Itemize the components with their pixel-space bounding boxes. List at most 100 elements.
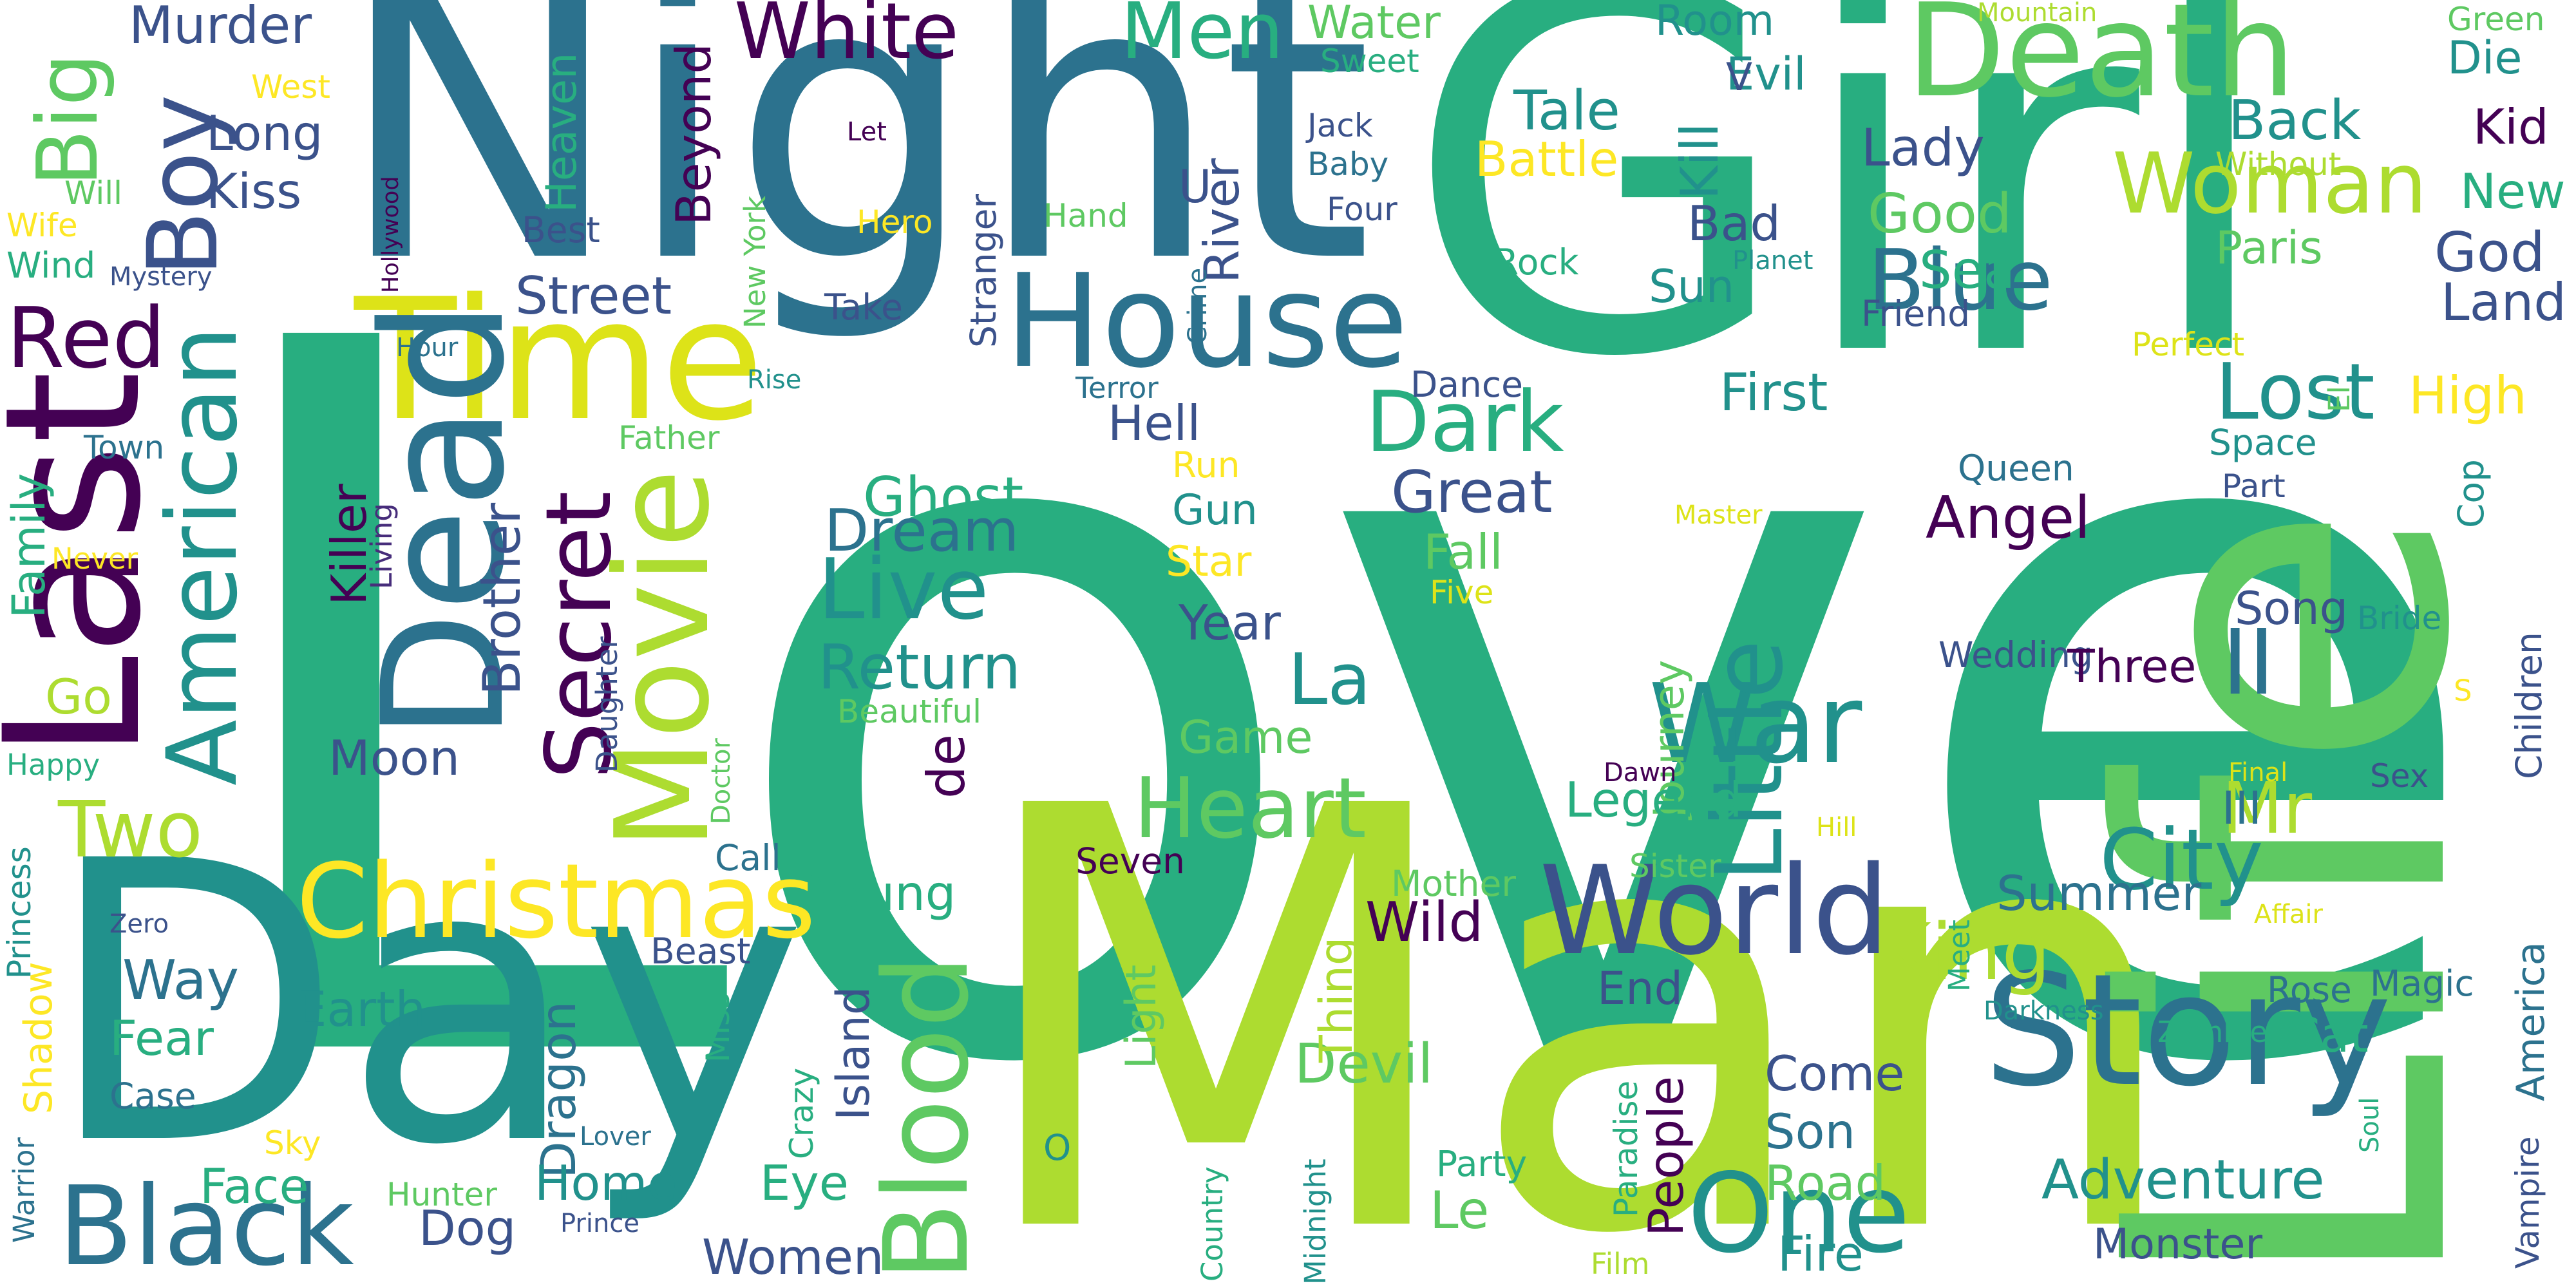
word-water: Water <box>1307 0 1441 49</box>
word-planet: Planet <box>1732 246 1814 276</box>
word-return: Return <box>818 632 1021 703</box>
word-mystery: Mystery <box>109 262 213 292</box>
word-christmas: Christmas <box>296 841 816 961</box>
word-city: City <box>2099 811 2264 909</box>
word-let: Let <box>847 117 887 147</box>
word-lady: Lady <box>1861 118 1985 178</box>
word-mr: Mr <box>2222 767 2313 849</box>
word-tale: Tale <box>1513 79 1620 143</box>
word-sweet: Sweet <box>1320 43 1419 80</box>
word-new-right: New <box>2460 163 2566 220</box>
word-master: Master <box>1674 500 1763 530</box>
word-devil: Devil <box>1294 1032 1434 1096</box>
word-fear: Fear <box>109 1010 214 1066</box>
word-good: Good <box>1868 182 2012 246</box>
word-seven: Seven <box>1075 840 1185 882</box>
word-run: Run <box>1172 444 1240 486</box>
word-home: Home <box>535 1155 677 1211</box>
word-warrior: Warrior <box>7 1137 41 1243</box>
word-time: Time <box>354 263 764 458</box>
word-dawn: Dawn <box>1604 758 1677 788</box>
word-crime: Crime <box>1183 267 1213 345</box>
word-back: Back <box>2228 89 2362 153</box>
word-night: Night <box>335 0 1373 347</box>
word-earth: Earth <box>296 981 426 1037</box>
word-lover: Lover <box>580 1122 651 1151</box>
word-happy: Happy <box>6 748 100 782</box>
word-dream: Dream <box>824 497 1019 565</box>
word-island: Island <box>827 986 880 1121</box>
word-hour: Hour <box>396 333 459 363</box>
word-evil: Evil <box>1726 48 1806 100</box>
word-star: Star <box>1166 538 1252 586</box>
word-darkness: Darkness <box>1984 996 2104 1026</box>
word-big: Big <box>19 53 117 187</box>
word-bad: Bad <box>1687 195 1781 252</box>
word-hill: Hill <box>1816 813 1857 842</box>
word-part: Part <box>2222 468 2286 505</box>
word-america: America <box>2508 942 2553 1102</box>
word-people: People <box>1638 1075 1694 1236</box>
word-five: Five <box>1430 574 1494 611</box>
word-case: Case <box>109 1075 196 1117</box>
word-rock: Rock <box>1494 242 1579 283</box>
word-rise: Rise <box>747 365 802 395</box>
word-magic: Magic <box>2370 963 2474 1004</box>
word-year: Year <box>1179 594 1281 651</box>
word-live: Live <box>818 540 989 638</box>
word-princess: Princess <box>1 846 38 979</box>
word-without: Without <box>2215 146 2342 183</box>
word-love: Love <box>187 138 2496 1278</box>
word-s: S <box>2454 674 2472 708</box>
word-white: White <box>734 0 959 77</box>
word-hero: Hero <box>857 204 933 241</box>
word-woman: Woman <box>2112 135 2428 232</box>
word-legend: Legend <box>1565 772 1743 828</box>
word-perfect: Perfect <box>2132 326 2245 363</box>
word-space: Space <box>2209 422 2317 463</box>
word-day: Day <box>45 779 808 1229</box>
word-u: U <box>1179 160 1212 213</box>
word-fall: Fall <box>1423 524 1503 580</box>
word-bride: Bride <box>2357 600 2442 637</box>
word-light: Light <box>1117 964 1166 1069</box>
word-high: High <box>2409 366 2527 426</box>
word-god: God <box>2434 221 2545 285</box>
word-paris: Paris <box>2215 222 2323 274</box>
word-women: Women <box>702 1229 884 1285</box>
word-song: Song <box>2235 582 2349 635</box>
word-death: Death <box>1906 0 2296 126</box>
word-paradise: Paradise <box>1607 1080 1645 1217</box>
word-fire: Fire <box>1777 1226 1864 1282</box>
word-green: Green <box>2447 1 2545 38</box>
word-red: Red <box>6 289 166 387</box>
word-beast: Beast <box>650 931 751 972</box>
word-man: Man <box>966 687 2189 1288</box>
word-jack: Jack <box>1307 107 1373 144</box>
word-beautiful: Beautiful <box>837 693 982 730</box>
word-lost: Lost <box>2215 348 2375 437</box>
word-hand: Hand <box>1043 197 1128 234</box>
word-dance: Dance <box>1410 364 1523 405</box>
word-first: First <box>1719 363 1828 422</box>
word-young: Young <box>811 865 956 922</box>
word-sea: Sea <box>1919 240 2016 300</box>
word-hunter: Hunter <box>386 1176 497 1213</box>
word-children: Children <box>2508 632 2550 779</box>
word-three: Three <box>2067 640 2197 693</box>
word-la: La <box>1288 638 1371 721</box>
word-blood: Blood <box>860 954 994 1282</box>
word-le: Le <box>1430 1180 1490 1240</box>
word-miss: Miss <box>699 992 737 1063</box>
word-one: One <box>1687 1150 1911 1278</box>
word-sister: Sister <box>1629 848 1721 885</box>
word-affair: Affair <box>2254 900 2323 929</box>
word-adventure: Adventure <box>2041 1148 2325 1212</box>
word-daughter: Daughter <box>590 636 624 773</box>
word-room: Room <box>1655 0 1775 45</box>
word-de: de <box>916 734 976 799</box>
word-final: Final <box>2228 758 2288 788</box>
word-road: Road <box>1765 1155 1886 1211</box>
word-little: Little <box>1692 639 1804 882</box>
